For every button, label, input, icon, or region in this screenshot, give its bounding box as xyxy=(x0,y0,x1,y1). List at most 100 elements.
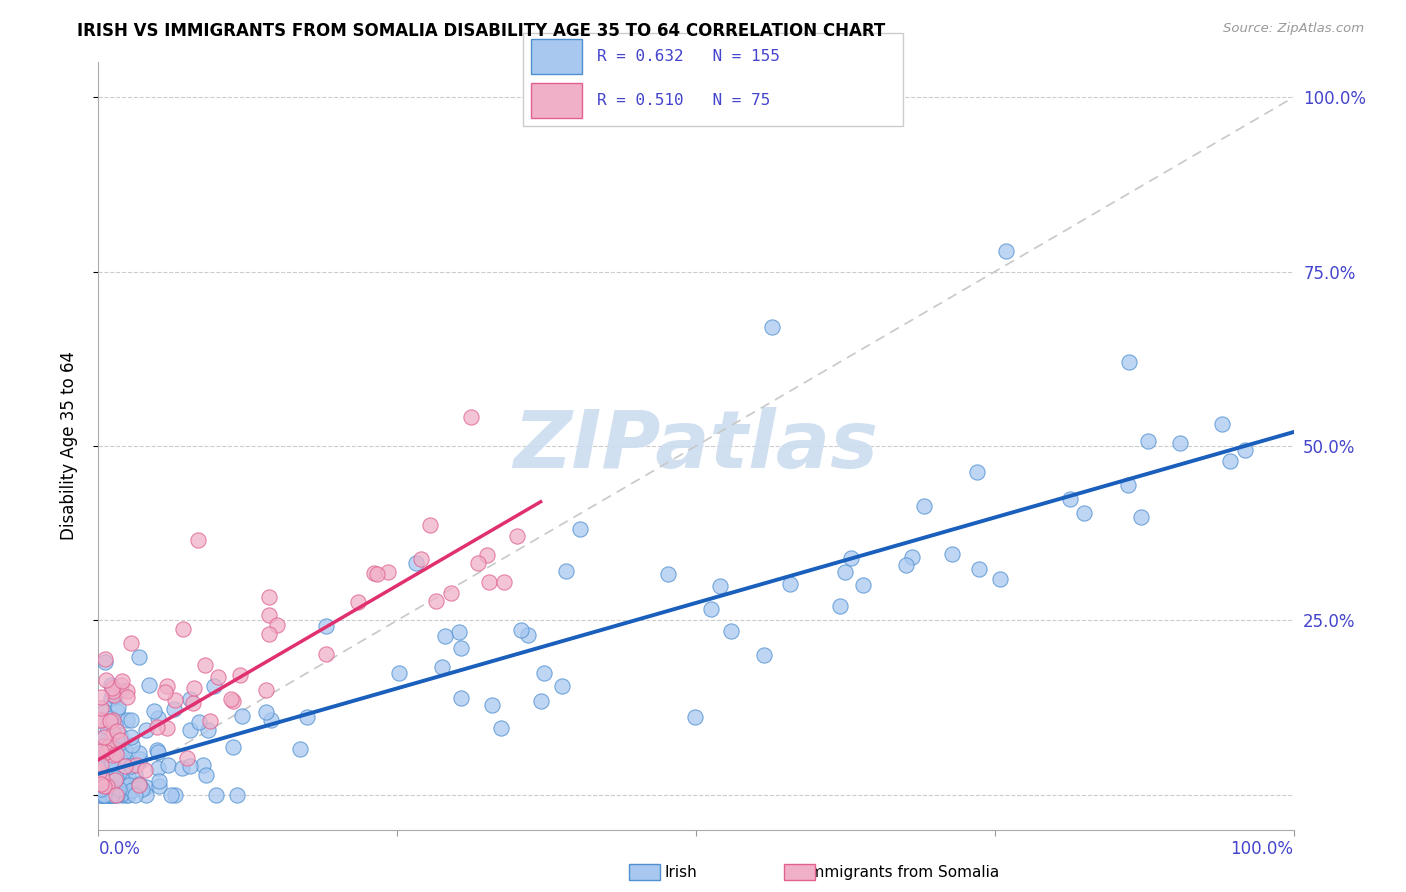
Point xyxy=(90,690,112,704)
Point xyxy=(131,782,153,797)
Point xyxy=(105,788,128,802)
Point xyxy=(257,590,280,604)
Point xyxy=(254,683,277,698)
Text: 0.0%: 0.0% xyxy=(98,840,141,858)
Point xyxy=(89,738,111,752)
Point xyxy=(187,714,209,729)
Point xyxy=(187,533,209,547)
Point xyxy=(91,768,114,782)
Point xyxy=(839,551,862,566)
Point xyxy=(105,788,128,802)
Point xyxy=(89,742,111,756)
FancyBboxPatch shape xyxy=(530,84,582,118)
Point xyxy=(89,714,111,728)
Point xyxy=(124,767,146,781)
Point xyxy=(315,619,337,633)
Point xyxy=(101,747,124,762)
Point xyxy=(96,673,118,688)
Point xyxy=(202,679,225,693)
Point xyxy=(114,744,136,758)
Point xyxy=(366,567,388,582)
Point xyxy=(90,713,112,727)
Point xyxy=(107,774,129,789)
Point xyxy=(377,565,399,579)
Point xyxy=(148,710,170,724)
Point xyxy=(110,728,132,742)
Point xyxy=(966,465,988,479)
Point xyxy=(101,713,124,727)
Point xyxy=(163,702,186,716)
Point xyxy=(110,682,132,697)
Point xyxy=(148,774,170,789)
Point xyxy=(101,788,124,802)
Point xyxy=(315,647,337,661)
Point xyxy=(129,752,152,766)
Point xyxy=(440,586,463,600)
Point xyxy=(1137,434,1160,448)
Point xyxy=(138,678,160,692)
Point xyxy=(97,743,120,757)
Text: R = 0.510   N = 75: R = 0.510 N = 75 xyxy=(598,94,770,108)
Point xyxy=(100,754,122,768)
Point xyxy=(530,693,553,707)
Text: 100.0%: 100.0% xyxy=(1230,840,1294,858)
Point xyxy=(101,779,124,793)
Point xyxy=(112,751,135,765)
Point xyxy=(104,773,127,788)
Point xyxy=(110,678,132,692)
Point xyxy=(222,694,245,708)
Point xyxy=(94,656,117,670)
Point xyxy=(172,622,194,636)
Point xyxy=(1233,443,1256,458)
Point xyxy=(120,636,142,650)
Point xyxy=(115,684,138,698)
Point xyxy=(94,788,117,802)
Text: Irish: Irish xyxy=(664,865,697,880)
Point xyxy=(254,706,277,720)
Point xyxy=(120,759,142,773)
Point xyxy=(89,782,111,797)
Point xyxy=(165,788,187,802)
Point xyxy=(90,700,112,714)
Point xyxy=(111,772,134,786)
Point xyxy=(492,575,515,590)
Point xyxy=(87,788,110,802)
Point xyxy=(517,627,540,641)
Point xyxy=(425,594,447,608)
Point xyxy=(112,780,135,794)
Point xyxy=(107,700,129,714)
Point xyxy=(257,608,280,623)
Point xyxy=(894,558,917,572)
Point xyxy=(160,788,183,802)
Point xyxy=(752,648,775,662)
Point xyxy=(117,713,139,727)
Point xyxy=(197,723,219,737)
Point xyxy=(117,769,139,783)
Point xyxy=(222,739,245,754)
Point xyxy=(183,681,205,695)
Point xyxy=(231,708,253,723)
Point xyxy=(101,726,124,740)
Point xyxy=(105,771,128,785)
Point xyxy=(1130,509,1153,524)
Point xyxy=(988,573,1011,587)
Point xyxy=(288,741,311,756)
Point xyxy=(98,788,121,802)
Point xyxy=(90,731,112,745)
Point xyxy=(1116,477,1139,491)
Point xyxy=(405,556,427,570)
Point xyxy=(163,692,186,706)
Point xyxy=(89,782,111,797)
Point xyxy=(98,788,121,802)
Point xyxy=(114,759,136,773)
Point xyxy=(118,778,141,792)
Point xyxy=(104,717,127,731)
Point xyxy=(105,724,128,739)
Point xyxy=(90,771,112,785)
Point xyxy=(94,730,117,744)
Point xyxy=(94,788,117,802)
Point xyxy=(87,784,110,798)
Point xyxy=(128,777,150,791)
Point xyxy=(117,788,139,802)
Point xyxy=(156,722,179,736)
